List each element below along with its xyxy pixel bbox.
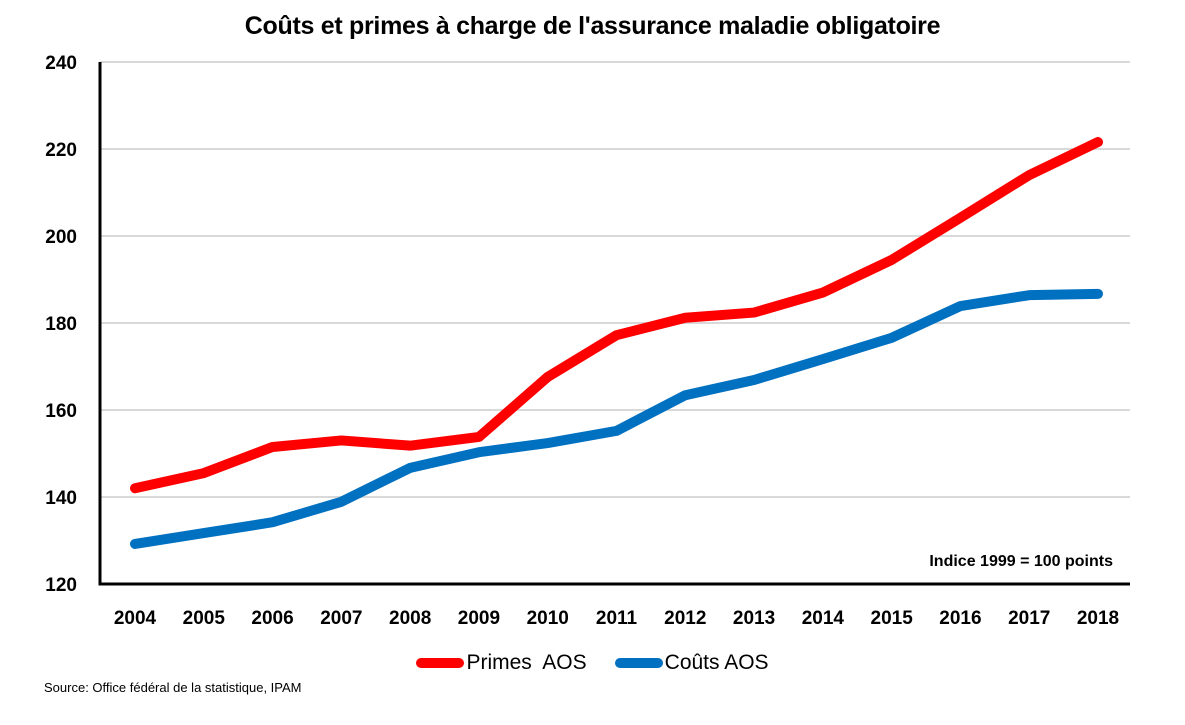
x-tick-label: 2016 <box>939 608 981 629</box>
legend-item-couts[interactable]: Coûts AOS <box>614 651 769 675</box>
legend: Primes AOS Coûts AOS <box>0 651 1185 675</box>
series-lines <box>130 137 1103 549</box>
y-tick-label: 240 <box>45 53 77 74</box>
x-tick-label: 2011 <box>596 608 638 629</box>
x-tick-label: 2008 <box>389 608 431 629</box>
x-tick-label: 2004 <box>114 608 157 629</box>
series-line-primes[interactable] <box>130 137 1103 494</box>
x-tick-label: 2005 <box>183 608 226 629</box>
x-tick-label: 2007 <box>320 608 362 629</box>
gridlines <box>100 61 1130 498</box>
x-tick-label: 2010 <box>527 608 569 629</box>
legend-label-primes: Primes AOS <box>466 651 587 674</box>
y-tick-label: 220 <box>45 140 77 161</box>
x-tick-label: 2012 <box>664 608 706 629</box>
x-tick-label: 2015 <box>871 608 914 629</box>
y-tick-label: 160 <box>45 401 77 422</box>
x-tick-label: 2014 <box>802 608 845 629</box>
legend-swatch-primes <box>416 658 465 668</box>
y-tick-label: 140 <box>45 488 77 509</box>
x-tick-label: 2018 <box>1077 608 1119 629</box>
x-axis-ticks: 2004 2005 2006 2007 2008 2009 2010 2011 2012 2013… <box>114 608 1119 629</box>
x-tick-label: 2006 <box>251 608 293 629</box>
y-tick-label: 200 <box>45 227 77 248</box>
x-tick-label: 2009 <box>458 608 500 629</box>
chart-title: Coûts et primes à charge de l'assurance … <box>244 12 941 40</box>
x-tick-label: 2013 <box>733 608 775 629</box>
legend-swatch-couts <box>614 658 663 668</box>
legend-item-primes[interactable]: Primes AOS <box>416 651 587 675</box>
x-tick-label: 2017 <box>1008 608 1050 629</box>
y-tick-label: 180 <box>45 314 77 335</box>
y-tick-label: 120 <box>45 575 77 596</box>
index-annotation: Indice 1999 = 100 points <box>929 553 1113 570</box>
y-axis-ticks: 120 140 160 180 200 220 240 <box>45 53 77 596</box>
legend-label-couts: Coûts AOS <box>664 651 769 674</box>
source-note: Source: Office fédéral de la statistique… <box>44 680 302 695</box>
